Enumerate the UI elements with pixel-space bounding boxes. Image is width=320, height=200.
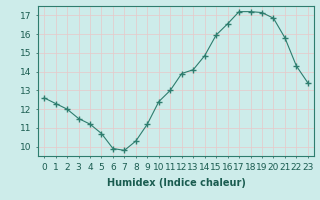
X-axis label: Humidex (Indice chaleur): Humidex (Indice chaleur) [107, 178, 245, 188]
